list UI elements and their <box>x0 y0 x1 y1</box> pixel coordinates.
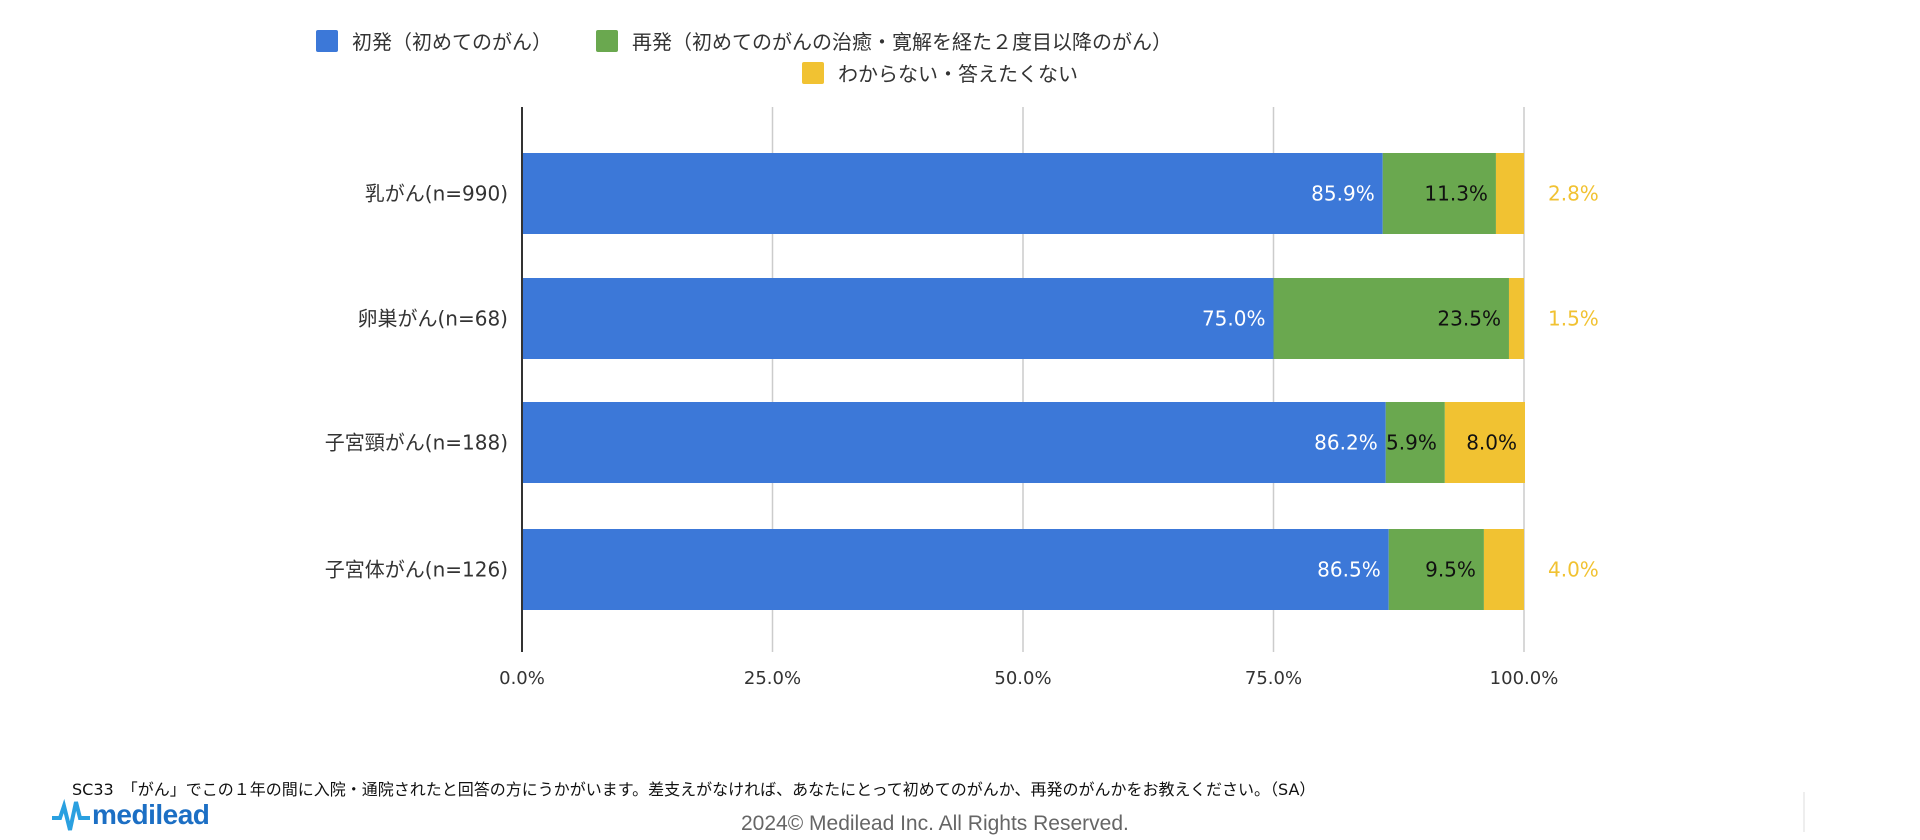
x-tick-label: 75.0% <box>1245 668 1302 689</box>
x-tick-label: 50.0% <box>994 668 1051 689</box>
bar-segment-3 <box>1508 278 1524 359</box>
legend-row-1: 初発（初めてのがん） 再発（初めてのがんの治癒・寛解を経た２度目以降のがん） <box>316 26 1216 55</box>
data-label: 75.0% <box>1202 307 1266 331</box>
pulse-icon <box>52 798 90 831</box>
data-label: 8.0% <box>1466 431 1517 455</box>
data-label: 86.2% <box>1314 431 1378 455</box>
logo-text: medilead <box>92 799 210 830</box>
data-label: 4.0% <box>1548 558 1599 582</box>
category-label: 乳がん(n=990) <box>365 182 508 206</box>
copyright: 2024© Medilead Inc. All Rights Reserved. <box>741 812 1129 835</box>
bar-segment-1 <box>522 529 1389 610</box>
stacked-bar-chart: 0.0% 25.0% 50.0% 75.0% 100.0% 乳がん(n=990) 85.9%… <box>325 107 1599 689</box>
data-label: 23.5% <box>1437 307 1501 331</box>
legend-item-unknown[interactable]: わからない・答えたくない <box>802 58 1078 87</box>
data-label: 9.5% <box>1425 558 1476 582</box>
legend-swatch-yellow <box>802 61 824 84</box>
legend-swatch-green <box>596 29 618 52</box>
medilead-logo: medilead <box>52 798 210 832</box>
question-footnote: SC33 「がん」でこの１年の間に入院・通院されたと回答の方にうかがいます。差支… <box>72 780 1316 799</box>
legend-row-2: わからない・答えたくない <box>802 58 1122 87</box>
bar-segment-1 <box>522 402 1386 483</box>
legend-swatch-blue <box>316 29 338 52</box>
bar-segment-2 <box>1382 153 1496 234</box>
x-tick-label: 25.0% <box>744 668 801 689</box>
category-label: 子宮体がん(n=126) <box>325 558 508 582</box>
x-tick-label: 100.0% <box>1490 668 1559 689</box>
bar-segment-3 <box>1444 402 1526 483</box>
data-label: 1.5% <box>1548 307 1599 331</box>
x-tick-label: 0.0% <box>499 668 545 689</box>
bar-segment-3 <box>1483 529 1524 610</box>
data-label: 85.9% <box>1311 182 1375 206</box>
bar-segment-2 <box>1385 402 1445 483</box>
bar-segment-1 <box>522 278 1274 359</box>
legend-item-first[interactable]: 初発（初めてのがん） <box>316 26 552 55</box>
bar-segment-3 <box>1495 153 1524 234</box>
category-label: 子宮頸がん(n=188) <box>325 431 508 455</box>
legend-label: 再発（初めてのがんの治癒・寛解を経た２度目以降のがん） <box>632 30 1172 54</box>
data-label: 2.8% <box>1548 182 1599 206</box>
legend-label: わからない・答えたくない <box>838 62 1078 86</box>
category-label: 卵巣がん(n=68) <box>358 307 509 331</box>
bar-segment-2 <box>1273 278 1509 359</box>
bar-segment-2 <box>1388 529 1484 610</box>
data-label: 86.5% <box>1317 558 1381 582</box>
data-label: 11.3% <box>1424 182 1488 206</box>
bar-segment-1 <box>522 153 1383 234</box>
legend-label: 初発（初めてのがん） <box>352 30 552 54</box>
legend-item-recurrence[interactable]: 再発（初めてのがんの治癒・寛解を経た２度目以降のがん） <box>596 26 1172 55</box>
divider <box>1803 792 1805 832</box>
data-label: 5.9% <box>1386 431 1437 455</box>
